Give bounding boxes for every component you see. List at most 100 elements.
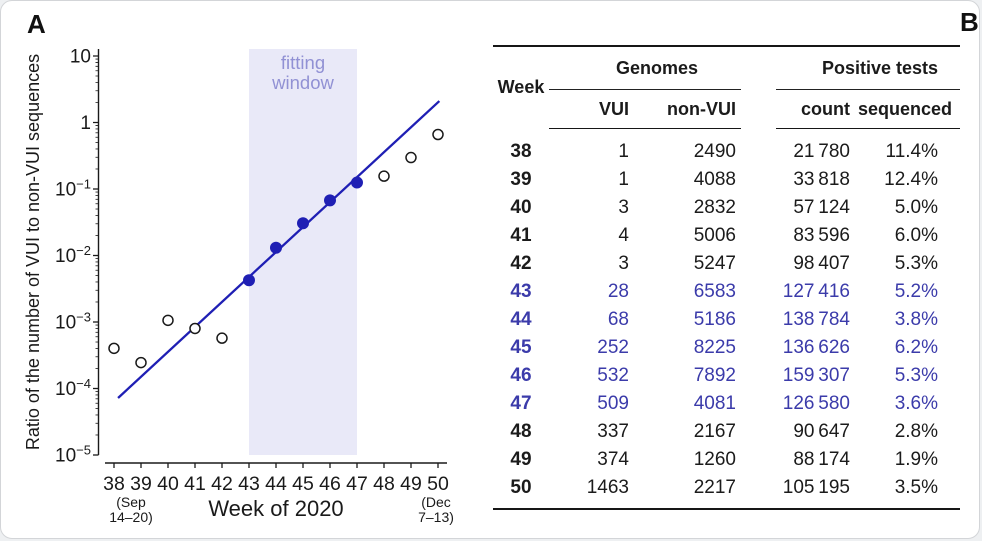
cell-sequenced: 2.8% (894, 421, 938, 442)
cell-count: 136 626 (782, 337, 850, 358)
data-point-week-45 (297, 217, 309, 230)
table-row-week-47: 47 509 4081 126 580 3.6% (493, 390, 960, 418)
cell-sequenced: 3.6% (894, 393, 938, 414)
cell-count: 98 407 (793, 253, 850, 274)
cell-vui: 3 (618, 197, 629, 218)
cell-gap (741, 222, 776, 250)
x-tick-label: 49 (400, 473, 422, 495)
table-row-week-48: 48 337 2167 90 647 2.8% (493, 418, 960, 446)
cell-non-vui: 2167 (693, 421, 736, 442)
y-tick-label: 1 (80, 113, 91, 134)
cell-non-vui: 2490 (693, 141, 736, 162)
y-axis-title: Ratio of the number of VUI to non-VUI se… (23, 54, 43, 450)
cell-vui: 337 (597, 421, 629, 442)
cell-count: 138 784 (782, 309, 850, 330)
y-axis-major-ticks (93, 55, 99, 456)
table-row-week-38: 38 1 2490 21 780 11.4% (493, 129, 960, 167)
x-tick-label: 47 (346, 473, 368, 495)
x-tick-label: 44 (265, 473, 287, 495)
cell-non-vui: 5186 (693, 309, 736, 330)
cell-gap (741, 474, 776, 509)
cell-week: 49 (510, 449, 532, 470)
cell-non-vui: 4088 (693, 169, 736, 190)
y-axis-tick-labels: 10 1 10−1 10−2 10−3 10−4 10−5 (55, 47, 91, 467)
table-row-week-44: 44 68 5186 138 784 3.8% (493, 306, 960, 334)
x-tick-label: 41 (184, 473, 206, 495)
table-row-week-39: 39 1 4088 33 818 12.4% (493, 166, 960, 194)
x-tick-label: 46 (319, 473, 341, 495)
cell-non-vui: 7892 (693, 365, 736, 386)
data-point-week-49 (405, 151, 417, 164)
table-row-week-49: 49 374 1260 88 174 1.9% (493, 446, 960, 474)
x-axis-ticks (113, 463, 439, 468)
cell-week: 41 (510, 225, 532, 246)
first-week-note: (Sep (116, 494, 146, 510)
cell-vui: 532 (597, 365, 629, 386)
col-header-non-vui: non-VUI (635, 89, 741, 129)
cell-gap (741, 362, 776, 390)
cell-non-vui: 2217 (693, 477, 736, 498)
table-row-week-43: 43 28 6583 127 416 5.2% (493, 278, 960, 306)
table-row-week-46: 46 532 7892 159 307 5.3% (493, 362, 960, 390)
data-point-week-38 (108, 342, 120, 355)
table-body: 38 1 2490 21 780 11.4% 39 1 4088 33 818 12.4% 40 3 2… (493, 129, 960, 510)
x-tick-label: 42 (211, 473, 233, 495)
cell-gap (741, 334, 776, 362)
cell-sequenced: 5.3% (894, 253, 938, 274)
cell-count: 21 780 (793, 141, 850, 162)
cell-non-vui: 1260 (693, 449, 736, 470)
cell-week: 40 (510, 197, 532, 218)
cell-sequenced: 5.3% (894, 365, 938, 386)
last-week-note: 7–13) (418, 509, 454, 525)
cell-gap (741, 129, 776, 167)
cell-week: 39 (510, 169, 532, 190)
cell-vui: 1 (618, 169, 629, 190)
cell-sequenced: 5.0% (894, 197, 938, 218)
panel-b: B Week Genomes Positive tests VUI non-VU… (479, 1, 979, 538)
series-outside-window (108, 128, 444, 369)
cell-count: 159 307 (782, 365, 850, 386)
cell-gap (741, 278, 776, 306)
x-tick-label: 45 (292, 473, 314, 495)
cell-count: 90 647 (793, 421, 850, 442)
cell-gap (741, 194, 776, 222)
cell-count: 88 174 (793, 449, 850, 470)
data-point-week-39 (135, 356, 147, 369)
cell-gap (741, 166, 776, 194)
x-tick-label: 43 (238, 473, 260, 495)
column-gap (741, 46, 776, 129)
cell-vui: 1 (618, 141, 629, 162)
col-header-sequenced: sequenced (858, 89, 960, 129)
vui-table: Week Genomes Positive tests VUI non-VUI … (493, 45, 960, 510)
y-tick-label: 10−3 (55, 310, 91, 334)
cell-vui: 252 (597, 337, 629, 358)
cell-sequenced: 5.2% (894, 281, 938, 302)
data-point-week-48 (378, 170, 390, 182)
fitting-window-label-line2: window (271, 72, 334, 93)
col-header-week: Week (497, 77, 545, 98)
cell-count: 57 124 (793, 197, 850, 218)
data-point-week-50 (432, 128, 444, 141)
cell-vui: 509 (597, 393, 629, 414)
cell-week: 50 (510, 477, 532, 498)
table-row-week-40: 40 3 2832 57 124 5.0% (493, 194, 960, 222)
x-axis-tick-labels: 38 39 40 41 42 43 44 45 46 47 48 49 50 (103, 473, 449, 495)
panel-b-label: B (960, 7, 979, 37)
x-tick-label: 40 (157, 473, 179, 495)
fitting-window-label: fitting (281, 52, 325, 73)
y-tick-label: 10−4 (55, 376, 91, 400)
cell-week: 42 (510, 253, 532, 274)
x-tick-label: 39 (130, 473, 152, 495)
cell-sequenced: 1.9% (894, 449, 938, 470)
cell-week: 47 (510, 393, 532, 414)
table-row-week-42: 42 3 5247 98 407 5.3% (493, 250, 960, 278)
cell-count: 105 195 (782, 477, 850, 498)
cell-sequenced: 6.2% (894, 337, 938, 358)
data-point-week-41 (189, 322, 201, 335)
cell-gap (741, 250, 776, 278)
x-tick-label: 38 (103, 473, 125, 495)
cell-vui: 4 (618, 225, 629, 246)
data-point-week-40 (162, 314, 174, 327)
